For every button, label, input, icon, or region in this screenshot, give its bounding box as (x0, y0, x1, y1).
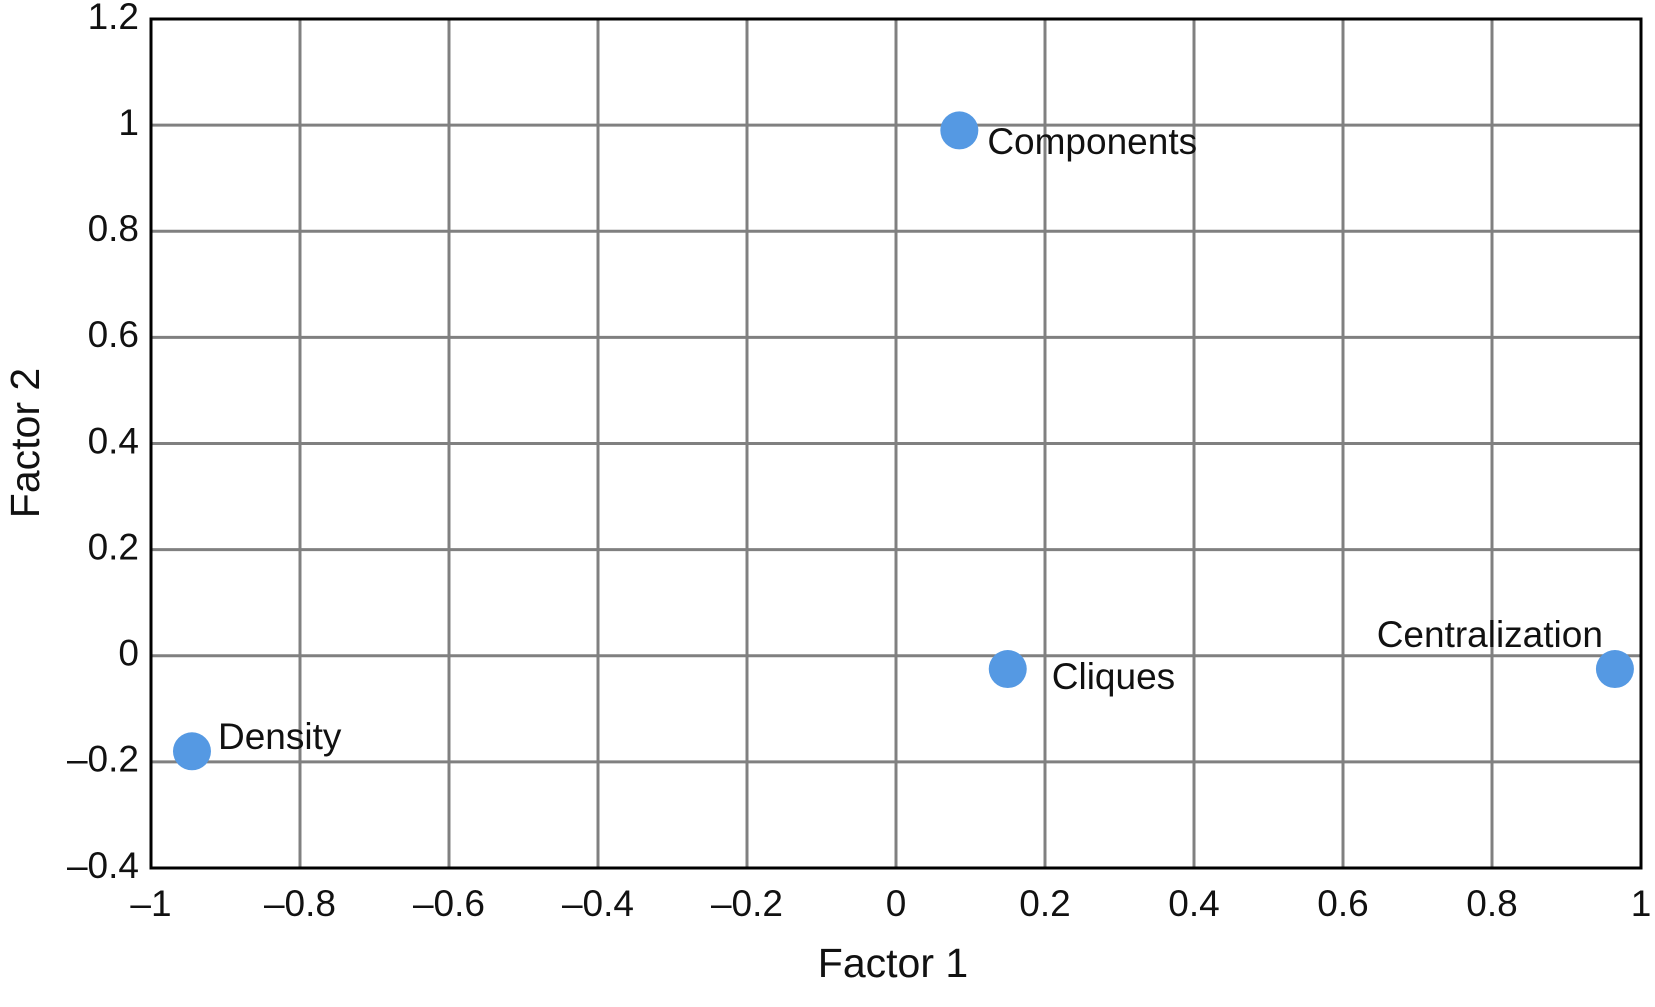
y-tick-label: 0.4 (88, 420, 139, 461)
point-label: Components (987, 121, 1197, 162)
y-tick-label: –0.2 (67, 739, 139, 780)
x-tick-label: –0.6 (413, 883, 485, 924)
x-tick-label: 0.4 (1168, 883, 1219, 924)
x-tick-label: 0 (886, 883, 907, 924)
x-tick-label: 0.8 (1466, 883, 1517, 924)
y-tick-label: 0.8 (88, 208, 139, 249)
y-tick-label: 1 (118, 102, 139, 143)
x-tick-label: –0.4 (562, 883, 634, 924)
y-axis-label: Factor 2 (2, 368, 48, 518)
x-tick-label: –0.8 (264, 883, 336, 924)
plot-frame (149, 17, 1643, 870)
point (988, 650, 1027, 689)
point (1595, 650, 1634, 689)
x-tick-label: 0.6 (1317, 883, 1368, 924)
y-tick-label: –0.4 (67, 845, 139, 886)
x-tick-label: 1 (1631, 883, 1652, 924)
x-tick-label: –1 (130, 883, 171, 924)
point-label: Centralization (1377, 614, 1603, 655)
point (940, 111, 979, 150)
y-tick-label: 0 (118, 633, 139, 674)
point (172, 732, 211, 771)
x-axis-label: Factor 1 (818, 940, 968, 986)
x-tick-label: 0.2 (1019, 883, 1070, 924)
y-tick-label: 0.2 (88, 526, 139, 567)
point-label: Density (218, 716, 342, 757)
x-tick-label: –0.2 (711, 883, 783, 924)
y-tick-label: 0.6 (88, 314, 139, 355)
y-tick-label: 1.2 (88, 0, 139, 37)
point-label: Cliques (1052, 656, 1175, 697)
